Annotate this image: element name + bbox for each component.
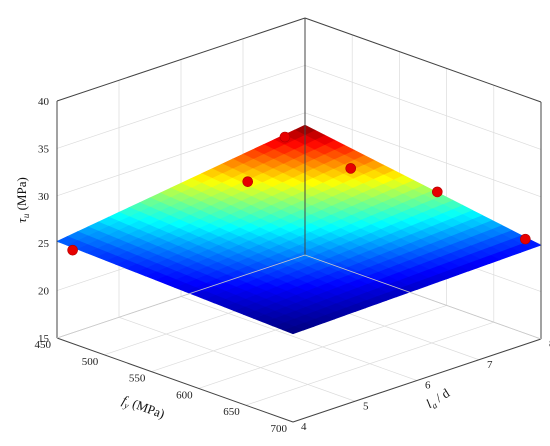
data-point — [67, 244, 78, 256]
axes-box-edge — [56, 337, 294, 423]
z-tick-label: 20 — [38, 286, 50, 298]
wall-grid-z — [56, 65, 306, 149]
tick-labels: 15202530354045050055060065070045678 — [35, 96, 550, 435]
x-tick-label: 500 — [82, 356, 99, 368]
z-tick-label: 40 — [38, 96, 50, 108]
x-tick-label: 550 — [129, 373, 146, 385]
data-point — [242, 176, 254, 187]
wall-grid-z — [304, 112, 542, 198]
axes-box-edge — [304, 17, 542, 103]
x-tick-label: 650 — [223, 406, 240, 418]
y-tick-label: 5 — [363, 400, 369, 412]
z-axis-symbol: τ — [14, 217, 29, 223]
axes-box-edge — [56, 17, 306, 102]
x-tick-label: 700 — [271, 423, 288, 435]
x-axis-subscript: y — [122, 400, 130, 411]
data-point — [520, 233, 531, 245]
x-axis-symbol: f — [120, 392, 131, 408]
axes-box — [56, 17, 542, 423]
x-axis-unit: (MPa) — [127, 395, 166, 422]
z-axis-subscript: u — [21, 213, 31, 218]
wall-grid-z — [56, 112, 306, 197]
x-tick-label: 450 — [35, 339, 52, 351]
z-tick-label: 35 — [38, 143, 50, 155]
y-tick-label: 7 — [487, 359, 493, 371]
z-axis-unit: (MPa) — [14, 177, 29, 213]
z-tick-label: 15 — [38, 333, 50, 345]
y-axis-symbol: l — [423, 396, 434, 411]
y-tick-label: 6 — [425, 380, 431, 392]
data-points — [67, 131, 531, 256]
data-point — [431, 186, 443, 198]
wall-grid-z — [304, 65, 542, 150]
data-point — [279, 131, 291, 143]
fitted-surface — [56, 124, 542, 335]
surface-patch — [56, 236, 78, 246]
data-point — [345, 163, 357, 174]
z-axis-label: τu (MPa) — [14, 177, 31, 223]
x-tick-label: 600 — [176, 389, 193, 401]
floor-grid-y — [118, 316, 356, 402]
z-tick-label: 25 — [38, 238, 50, 250]
y-axis-subscript: a — [430, 400, 440, 411]
x-axis-label: fy (MPa) — [120, 392, 167, 423]
z-tick-label: 30 — [38, 191, 50, 203]
floor-grid-y — [180, 296, 418, 381]
y-tick-label: 4 — [301, 421, 307, 433]
axes-box-edge — [304, 254, 542, 340]
axes-box-edge — [292, 338, 542, 423]
axes-box-edge — [56, 254, 306, 339]
